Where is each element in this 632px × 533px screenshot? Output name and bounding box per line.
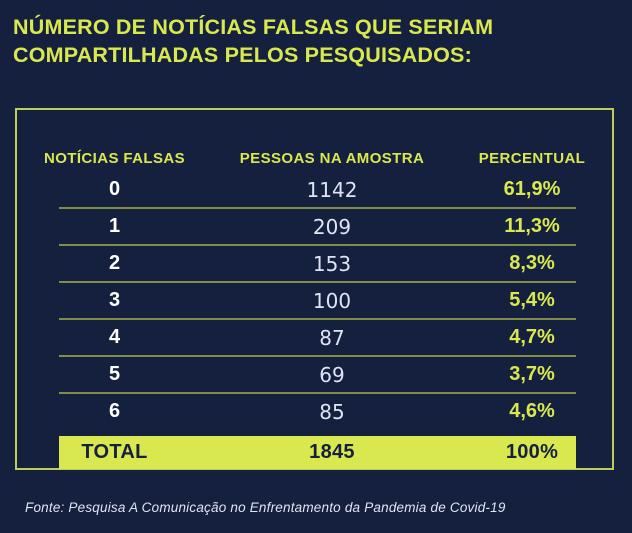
total-pessoas: 1845 xyxy=(309,441,355,463)
cell-percentual: 3,7% xyxy=(509,363,555,385)
column-header-pessoas-na-amostra: PESSOAS NA AMOSTRA xyxy=(239,149,425,167)
cell-percentual: 8,3% xyxy=(509,252,555,274)
cell-percentual: 5,4% xyxy=(509,289,555,311)
cell-noticias-falsas: 6 xyxy=(108,400,121,422)
total-percentual: 100% xyxy=(505,441,559,463)
page-title-line-1: NÚMERO DE NOTÍCIAS FALSAS QUE SERIAM xyxy=(13,15,494,39)
table-row: 6 85 4,6% xyxy=(17,394,612,429)
row-divider xyxy=(59,355,576,357)
table-row: 1 209 11,3% xyxy=(17,209,612,244)
table-row: 3 100 5,4% xyxy=(17,283,612,318)
row-divider xyxy=(59,318,576,320)
row-divider xyxy=(59,392,576,394)
page-title: NÚMERO DE NOTÍCIAS FALSAS QUE SERIAM COM… xyxy=(0,0,632,69)
column-header-percentual: PERCENTUAL xyxy=(478,149,586,167)
column-header-noticias-falsas: NOTÍCIAS FALSAS xyxy=(43,149,185,167)
row-divider xyxy=(59,281,576,283)
page-title-line-2: COMPARTILHADAS PELOS PESQUISADOS: xyxy=(13,43,472,67)
cell-pessoas-amostra: 87 xyxy=(319,325,345,350)
cell-noticias-falsas: 0 xyxy=(108,178,121,200)
table-header-row: NOTÍCIAS FALSAS PESSOAS NA AMOSTRA PERCE… xyxy=(17,144,612,172)
cell-percentual: 4,7% xyxy=(509,326,555,348)
cell-noticias-falsas: 2 xyxy=(108,252,121,274)
cell-pessoas-amostra: 69 xyxy=(319,362,345,387)
cell-noticias-falsas: 5 xyxy=(108,363,121,385)
cell-noticias-falsas: 1 xyxy=(108,215,121,237)
cell-noticias-falsas: 3 xyxy=(108,289,121,311)
fake-news-table: NOTÍCIAS FALSAS PESSOAS NA AMOSTRA PERCE… xyxy=(15,108,614,470)
cell-pessoas-amostra: 100 xyxy=(312,288,352,313)
cell-noticias-falsas: 4 xyxy=(108,326,121,348)
table-row: 2 153 8,3% xyxy=(17,246,612,281)
table-row: 0 1142 61,9% xyxy=(17,172,612,207)
table-total-row: TOTAL 1845 100% xyxy=(17,436,612,469)
total-label: TOTAL xyxy=(81,441,148,463)
cell-percentual: 4,6% xyxy=(509,400,555,422)
cell-pessoas-amostra: 153 xyxy=(312,251,352,276)
row-divider xyxy=(59,207,576,209)
cell-percentual: 11,3% xyxy=(504,215,560,237)
cell-pessoas-amostra: 209 xyxy=(312,214,352,239)
cell-pessoas-amostra: 1142 xyxy=(306,177,358,202)
table-row: 4 87 4,7% xyxy=(17,320,612,355)
cell-percentual: 61,9% xyxy=(503,178,561,200)
cell-pessoas-amostra: 85 xyxy=(319,399,345,424)
row-divider xyxy=(59,244,576,246)
table-row: 5 69 3,7% xyxy=(17,357,612,392)
source-note: Fonte: Pesquisa A Comunicação no Enfrent… xyxy=(25,500,506,515)
